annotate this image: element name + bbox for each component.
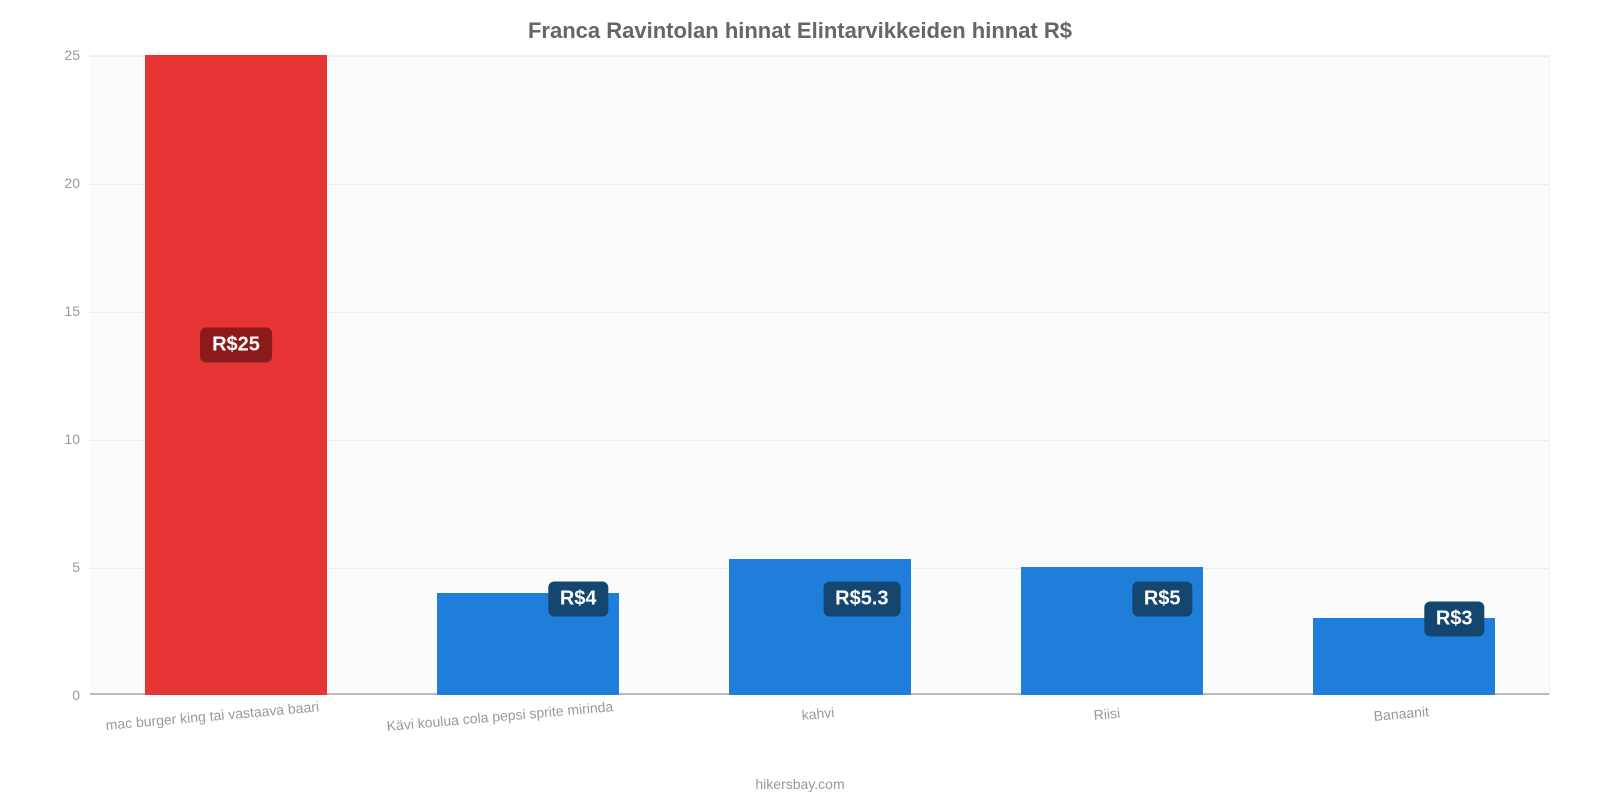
- attribution-text: hikersbay.com: [0, 776, 1600, 792]
- x-tick-label: Banaanit: [1373, 703, 1429, 724]
- bar-value-badge: R$5: [1132, 581, 1193, 616]
- y-tick-label: 0: [20, 687, 80, 703]
- bar-value-badge: R$25: [200, 328, 272, 363]
- bar-value-badge: R$5.3: [823, 581, 900, 616]
- bar-value-badge: R$4: [548, 581, 609, 616]
- x-tick-label: Riisi: [1093, 704, 1121, 722]
- x-tick-label: Kävi koulua cola pepsi sprite mirinda: [386, 698, 614, 734]
- bar-value-badge: R$3: [1424, 602, 1485, 637]
- y-tick-label: 20: [20, 175, 80, 191]
- y-tick-label: 15: [20, 303, 80, 319]
- plot-area: R$25 R$4 R$5.3 R$5 R$3: [90, 55, 1550, 695]
- y-tick-label: 25: [20, 47, 80, 63]
- x-tick-label: kahvi: [801, 704, 835, 723]
- bar: [729, 559, 910, 695]
- bar: [145, 55, 326, 695]
- y-tick-label: 5: [20, 559, 80, 575]
- y-tick-label: 10: [20, 431, 80, 447]
- chart-title: Franca Ravintolan hinnat Elintarvikkeide…: [0, 18, 1600, 44]
- x-tick-label: mac burger king tai vastaava baari: [105, 698, 320, 733]
- chart-container: Franca Ravintolan hinnat Elintarvikkeide…: [0, 0, 1600, 800]
